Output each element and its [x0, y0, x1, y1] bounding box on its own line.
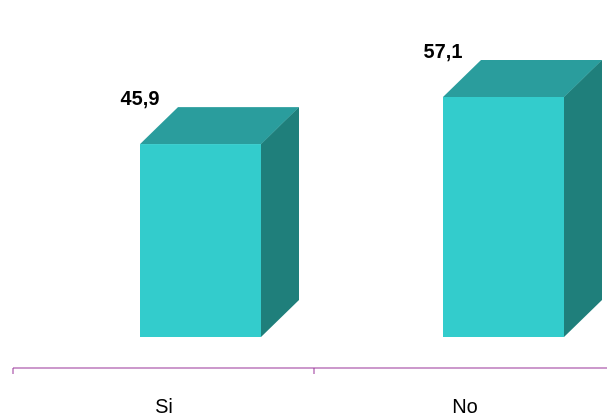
bar-top-face	[443, 60, 602, 97]
bar-side-face	[564, 60, 602, 337]
value-label-si: 45,9	[121, 88, 160, 110]
bars	[140, 60, 602, 337]
bar-si	[140, 107, 299, 337]
bar-front-face	[140, 144, 261, 337]
value-label-no: 57,1	[424, 41, 463, 63]
bar-front-face	[443, 97, 564, 337]
category-label-no: No	[452, 396, 478, 417]
bar-top-face	[140, 107, 299, 145]
x-axis	[12, 367, 607, 374]
labels: 45,9 57,1 Si No	[121, 41, 478, 417]
bar-side-face	[261, 107, 299, 337]
bar-no	[443, 60, 602, 337]
category-label-si: Si	[155, 396, 173, 417]
